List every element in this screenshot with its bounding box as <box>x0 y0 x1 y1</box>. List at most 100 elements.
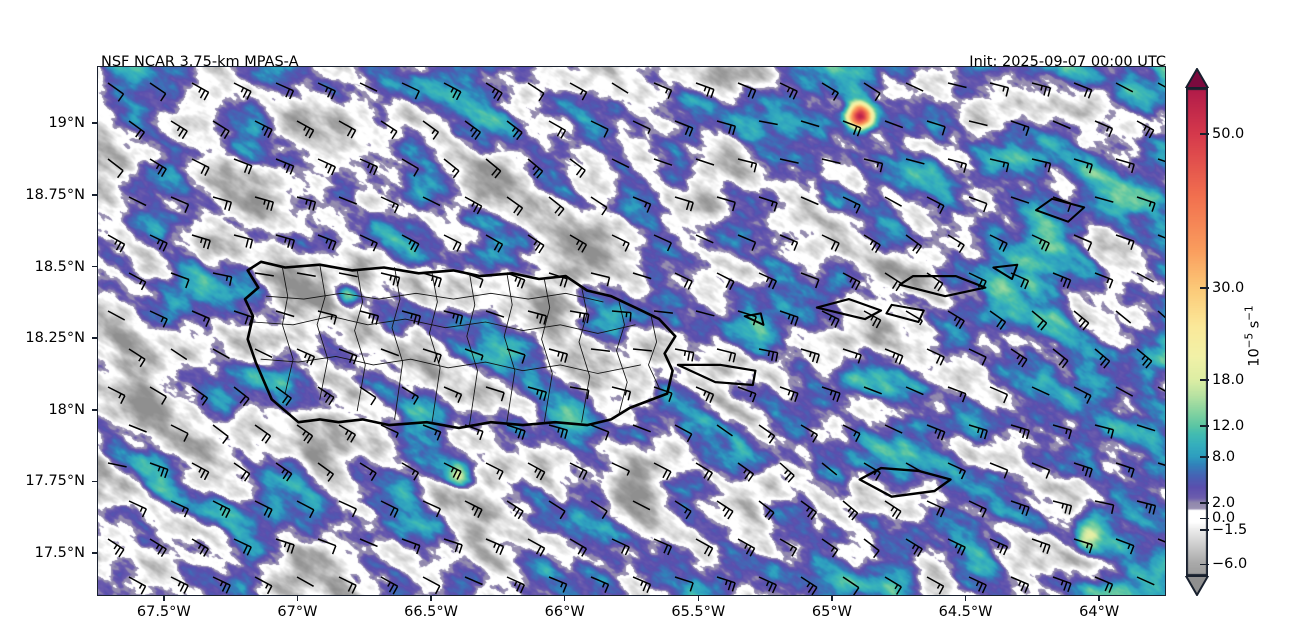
wind-barb <box>422 424 442 441</box>
wind-barb <box>380 576 399 595</box>
wind-barb <box>926 576 945 595</box>
wind-barb <box>422 120 440 140</box>
wind-barb <box>506 576 525 594</box>
wind-barb <box>569 538 588 557</box>
wind-barb <box>947 234 965 254</box>
wind-barb <box>548 348 569 363</box>
wind-barb <box>821 234 840 252</box>
wind-barb <box>716 576 736 592</box>
wind-barb <box>317 234 337 251</box>
wind-barb <box>191 234 211 250</box>
wind-barb <box>1052 120 1071 130</box>
y-axis-tick-label: 18.75°N <box>25 186 85 203</box>
wind-barb <box>1157 234 1165 239</box>
y-axis-tick-mark <box>92 337 97 339</box>
wind-barb <box>107 386 126 405</box>
wind-barb <box>254 272 274 277</box>
wind-barb <box>821 82 839 101</box>
wind-barb <box>905 310 923 326</box>
wind-barb <box>359 538 378 548</box>
wind-barb <box>905 538 923 557</box>
wind-barb <box>716 500 734 520</box>
wind-barb <box>149 234 168 252</box>
wind-barb <box>947 82 967 89</box>
colorbar-tick-label: −6.0 <box>1212 556 1248 573</box>
wind-barb <box>800 348 820 364</box>
wind-barb <box>653 158 673 166</box>
wind-barb <box>611 462 630 476</box>
wind-barb <box>275 82 295 100</box>
colorbar[interactable] <box>1186 88 1208 576</box>
wind-barb <box>737 538 756 557</box>
x-axis-tick-label: 64.5°W <box>938 604 993 620</box>
wind-barb <box>1094 500 1115 514</box>
wind-barb <box>443 462 462 480</box>
wind-barb <box>1094 272 1114 289</box>
wind-barb <box>338 120 357 139</box>
wind-barb <box>695 82 715 99</box>
wind-barb <box>338 500 357 518</box>
wind-barb <box>107 82 125 102</box>
wind-barb <box>149 158 167 177</box>
wind-barb <box>1157 462 1165 466</box>
y-axis-tick-label: 19°N <box>48 115 85 132</box>
wind-barb <box>401 386 419 405</box>
wind-barb <box>296 348 316 366</box>
wind-barb <box>1073 462 1093 478</box>
wind-barb <box>422 272 442 288</box>
wind-barb <box>1031 158 1052 173</box>
wind-barb <box>170 500 189 518</box>
wind-barb <box>968 576 987 594</box>
wind-barb <box>1010 424 1030 440</box>
wind-barb <box>275 158 295 175</box>
wind-barb <box>569 386 590 400</box>
wind-barb <box>212 424 229 445</box>
wind-barb <box>149 538 167 558</box>
wind-barb <box>317 462 335 482</box>
x-axis-tick-label: 65.5°W <box>671 604 726 620</box>
wind-barb <box>569 234 588 253</box>
wind-barb <box>254 576 273 595</box>
wind-barb <box>317 82 336 100</box>
wind-barb <box>485 462 504 480</box>
wind-barb <box>233 310 253 326</box>
wind-barb <box>1136 500 1157 515</box>
wind-barb <box>296 576 314 587</box>
wind-barb <box>632 424 651 433</box>
y-axis-tick-mark <box>92 408 97 411</box>
wind-barb <box>1031 310 1048 331</box>
wind-barb <box>128 196 147 207</box>
wind-barb <box>947 386 967 403</box>
wind-barb <box>548 576 568 593</box>
wind-barb <box>737 82 757 99</box>
wind-barb <box>989 310 1007 330</box>
wind-barb <box>254 120 273 138</box>
wind-barb <box>1010 576 1030 593</box>
colorbar-tick-label: 0.0 <box>1212 510 1236 527</box>
y-axis-tick-label: 18°N <box>48 401 85 418</box>
wind-barb <box>989 386 1009 404</box>
wind-barb <box>485 386 505 402</box>
x-axis-tick-label: 67.5°W <box>136 604 191 620</box>
wind-barb <box>968 500 987 518</box>
wind-barb <box>590 120 609 138</box>
wind-barb <box>401 82 420 100</box>
wind-barb <box>758 272 777 290</box>
wind-barb <box>674 500 692 520</box>
wind-barb <box>863 158 884 173</box>
wind-barb <box>296 196 317 211</box>
wind-barb <box>1157 82 1165 88</box>
wind-barb <box>1157 310 1165 319</box>
wind-barb <box>527 538 546 557</box>
wind-barb <box>128 424 147 433</box>
wind-barb <box>821 158 841 165</box>
x-axis-tick-mark <box>1098 596 1100 601</box>
wind-barb <box>590 576 610 593</box>
wind-barb <box>527 310 548 325</box>
y-axis-tick-label: 17.75°N <box>25 473 85 490</box>
map-plot-area[interactable] <box>97 66 1166 596</box>
wind-barb <box>632 272 652 280</box>
wind-barb <box>527 82 545 102</box>
wind-barb <box>800 272 820 289</box>
wind-barb <box>191 82 210 101</box>
